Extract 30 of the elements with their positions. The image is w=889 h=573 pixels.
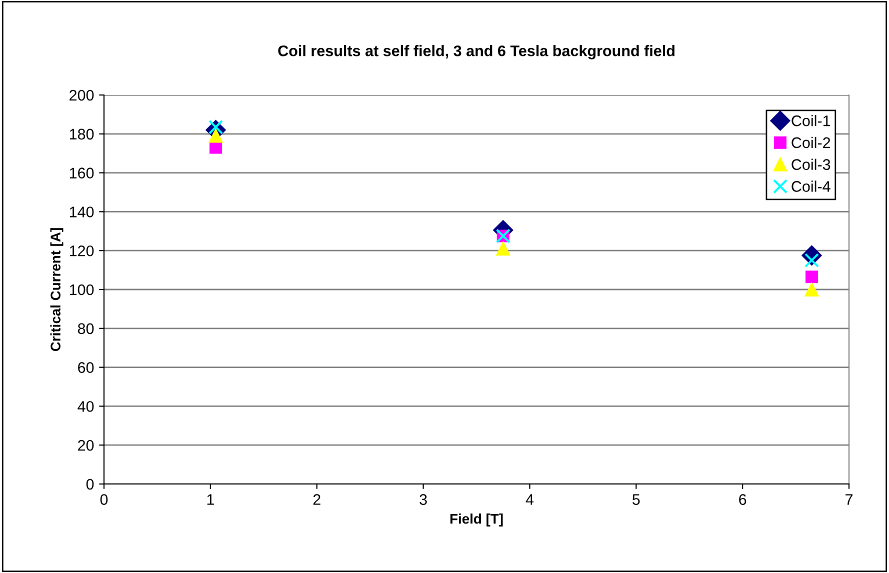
y-tick-label: 100 [70, 284, 94, 296]
y-tick-label: 80 [78, 323, 94, 334]
y-axis-title: Critical Current [A] [50, 228, 64, 352]
x-tick-label: 0 [100, 494, 108, 505]
y-tick-label: 60 [78, 362, 94, 373]
x-tick-label: 3 [420, 494, 427, 505]
x-axis-title: Field [T] [450, 514, 503, 526]
point [806, 270, 818, 284]
legend-label: Coil-4 [792, 180, 830, 192]
y-tick-label: 140 [70, 206, 94, 218]
y-tick-label: 0 [86, 478, 94, 490]
x-tick-label: 5 [632, 494, 640, 505]
y-tick-label: 120 [70, 245, 94, 256]
x-tick-label: 2 [313, 494, 320, 505]
legend-label: Coil-3 [792, 158, 830, 170]
x-tick-label: 6 [739, 494, 746, 505]
point [208, 128, 223, 143]
point [804, 282, 819, 296]
point [496, 242, 510, 256]
y-tick-label: 200 [70, 90, 94, 101]
legend-label: Coil-2 [792, 136, 830, 148]
y-tick-label: 40 [78, 401, 94, 412]
x-tick-label: 4 [526, 494, 534, 505]
y-tick-label: 180 [70, 128, 94, 140]
y-tick-label: 160 [70, 168, 94, 178]
y-tick-label: 20 [78, 440, 94, 451]
legend-label: Coil-1 [792, 115, 830, 126]
x-tick-label: 7 [846, 494, 852, 505]
chart-title: Coil results at self field, 3 and 6 Tesla background field [278, 45, 674, 60]
x-tick-label: 1 [207, 494, 214, 505]
